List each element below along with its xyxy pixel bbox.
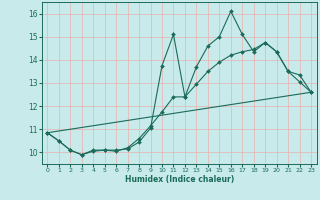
X-axis label: Humidex (Indice chaleur): Humidex (Indice chaleur) — [124, 175, 234, 184]
